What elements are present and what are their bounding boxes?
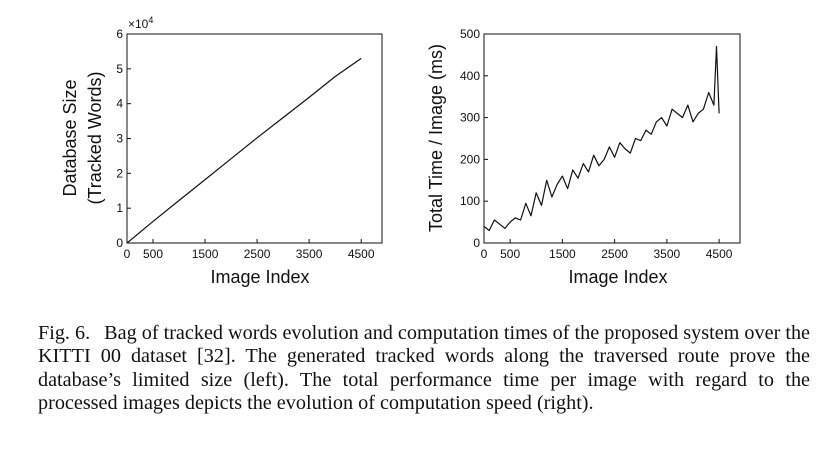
x-ticks: 0 500 1500 2500 3500 4500 — [481, 239, 733, 261]
y-tick-label: 300 — [460, 111, 480, 125]
x-tick-label: 500 — [500, 247, 520, 261]
caption-label: Fig. 6. — [38, 322, 91, 344]
x-tick-label: 500 — [143, 247, 163, 261]
y-axis-label: Total Time / Image (ms) — [426, 44, 446, 232]
y-tick-label: 200 — [460, 152, 480, 166]
x-tick-label: 0 — [124, 247, 131, 261]
series-line — [126, 57, 362, 244]
x-tick-label: 4500 — [706, 247, 733, 261]
x-ticks: 0 500 1500 2500 3500 4500 — [124, 239, 375, 261]
y-tick-label: 4 — [116, 97, 123, 111]
chart-database-size: ×104 0 500 1500 2500 3500 4500 0 1 2 3 4 5 6 Image … — [60, 15, 383, 287]
x-tick-label: 4500 — [348, 247, 375, 261]
series-lines — [483, 45, 720, 232]
figure-canvas: ×104 0 500 1500 2500 3500 4500 0 1 2 3 4 5 6 Image … — [60, 15, 741, 287]
y-tick-label: 2 — [116, 166, 123, 180]
x-axis-label: Image Index — [210, 267, 309, 287]
figure-caption: Fig. 6. Bag of tracked words evolution an… — [38, 322, 810, 416]
x-tick-label: 3500 — [296, 247, 323, 261]
y-axis-label: Database Size — [60, 79, 80, 196]
x-tick-label: 0 — [481, 247, 488, 261]
x-tick-label: 3500 — [654, 247, 681, 261]
y-ticks: 0 100 200 300 400 500 — [460, 27, 488, 250]
chart-total-time: 0 500 1500 2500 3500 4500 0 100 200 300 400 500 Im… — [426, 27, 741, 287]
y-tick-label: 500 — [460, 27, 480, 41]
series-line — [483, 45, 720, 232]
y-ticks: 0 1 2 3 4 5 6 — [116, 27, 131, 250]
x-tick-label: 2500 — [244, 247, 271, 261]
series-lines — [126, 57, 362, 244]
x-tick-label: 1500 — [549, 247, 576, 261]
x-axis-label: Image Index — [568, 267, 667, 287]
y-tick-label: 0 — [116, 236, 123, 250]
y-multiplier: ×104 — [128, 15, 153, 31]
x-tick-label: 1500 — [192, 247, 219, 261]
y-tick-label: 6 — [116, 27, 123, 41]
y-tick-label: 0 — [473, 236, 480, 250]
y-tick-label: 400 — [460, 69, 480, 83]
y-tick-label: 100 — [460, 194, 480, 208]
y-axis-label-secondary: (Tracked Words) — [85, 71, 105, 204]
y-tick-label: 3 — [116, 132, 123, 146]
y-tick-label: 5 — [116, 62, 123, 76]
caption-text: Bag of tracked words evolution and compu… — [38, 322, 811, 415]
y-tick-label: 1 — [116, 201, 123, 215]
x-tick-label: 2500 — [601, 247, 628, 261]
plot-frame — [483, 33, 741, 244]
